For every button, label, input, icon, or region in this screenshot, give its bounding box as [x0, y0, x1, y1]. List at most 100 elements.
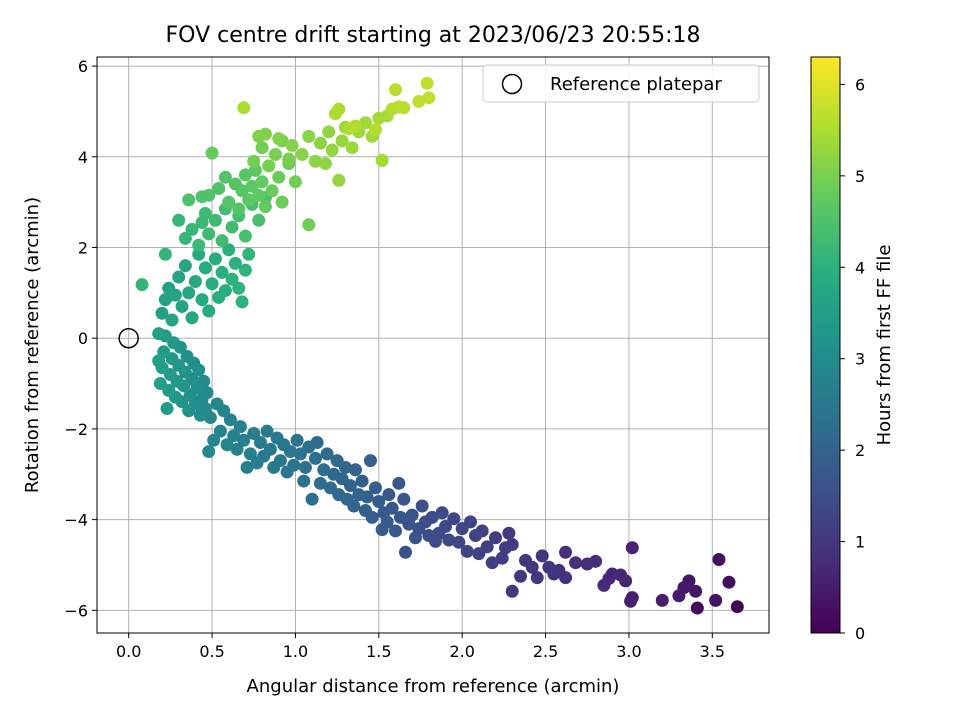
legend: Reference platepar [482, 64, 760, 103]
data-point [202, 304, 216, 318]
data-point [352, 488, 366, 502]
data-point [247, 426, 261, 440]
data-point [237, 101, 251, 115]
data-point [240, 460, 254, 474]
reference-platepar-marker [118, 327, 139, 349]
data-point [559, 545, 573, 559]
data-point [580, 557, 594, 571]
data-point [153, 377, 167, 391]
data-point [625, 541, 639, 555]
data-point [165, 313, 179, 327]
data-point [332, 173, 346, 187]
data-point [672, 589, 686, 603]
x-axis-ticks: 0.0 0.5 1.0 1.5 2.0 2.5 3.0 3.5 [116, 633, 725, 661]
chart-title: FOV centre drift starting at 2023/06/23 … [166, 23, 701, 48]
data-point [195, 293, 209, 307]
data-point [235, 295, 249, 309]
data-point [235, 184, 249, 198]
data-point [689, 584, 703, 598]
data-point [202, 188, 216, 202]
data-point [228, 256, 242, 270]
data-point [542, 560, 556, 574]
y-tick-label: 6 [78, 57, 88, 76]
colorbar-tick-label: 0 [855, 624, 865, 643]
y-tick-label: −6 [64, 601, 88, 620]
data-point [185, 311, 199, 325]
legend-marker-icon [501, 73, 523, 95]
data-point [182, 404, 196, 418]
data-point [268, 148, 282, 162]
data-point [505, 584, 519, 598]
data-point [258, 200, 272, 214]
data-point [243, 447, 257, 461]
data-point [318, 157, 332, 171]
data-point [502, 526, 516, 540]
data-point [447, 512, 461, 526]
data-point [220, 438, 234, 452]
data-point [388, 83, 402, 97]
data-point [495, 551, 509, 565]
data-point [198, 261, 212, 275]
data-point [208, 213, 222, 227]
data-point [188, 275, 202, 289]
data-point [455, 522, 469, 536]
data-point [252, 213, 266, 227]
data-point [205, 277, 219, 291]
x-tick-label: 0.0 [116, 642, 141, 661]
data-point [175, 299, 189, 313]
data-point [198, 206, 212, 220]
data-point [262, 159, 276, 173]
data-point [368, 481, 382, 495]
data-point [535, 549, 549, 563]
data-point [382, 488, 396, 502]
data-point [258, 127, 272, 141]
data-point [415, 499, 429, 513]
colorbar-label: Hours from first FF file [874, 245, 895, 446]
data-point [325, 143, 339, 157]
data-point [393, 510, 407, 524]
data-point [192, 247, 206, 261]
data-point [232, 202, 246, 216]
data-point [252, 188, 266, 202]
data-point [193, 408, 207, 422]
data-point [212, 182, 226, 196]
data-point [272, 170, 286, 184]
data-point [215, 265, 229, 279]
data-point [272, 132, 286, 146]
reference-marker-layer [118, 327, 139, 349]
data-point [295, 148, 309, 162]
colorbar-tick-label: 4 [855, 258, 865, 277]
data-point [442, 533, 456, 547]
data-point [297, 474, 311, 488]
data-point [302, 218, 316, 232]
data-point [712, 553, 726, 567]
y-axis-label: Rotation from reference (arcmin) [22, 197, 43, 493]
x-tick-label: 1.5 [366, 642, 391, 661]
data-point [275, 195, 289, 209]
data-point [242, 247, 256, 261]
data-point [472, 547, 486, 561]
data-point [247, 154, 261, 168]
data-point [597, 578, 611, 592]
legend-box [482, 64, 760, 103]
data-point [135, 278, 149, 292]
x-tick-label: 0.5 [199, 642, 224, 661]
data-point [290, 433, 304, 447]
data-point [255, 141, 269, 155]
data-point [397, 492, 411, 506]
data-point [213, 424, 227, 438]
x-axis-label: Angular distance from reference (arcmin) [247, 676, 620, 697]
data-point [172, 213, 186, 227]
data-point [238, 229, 252, 243]
data-point [238, 263, 252, 277]
data-point [422, 91, 436, 105]
y-tick-label: 2 [78, 238, 88, 257]
data-point [397, 101, 411, 115]
data-point [178, 231, 192, 245]
data-point [368, 123, 382, 137]
data-point [485, 556, 499, 570]
data-point [288, 175, 302, 189]
data-point [160, 401, 174, 415]
data-point [412, 94, 426, 108]
